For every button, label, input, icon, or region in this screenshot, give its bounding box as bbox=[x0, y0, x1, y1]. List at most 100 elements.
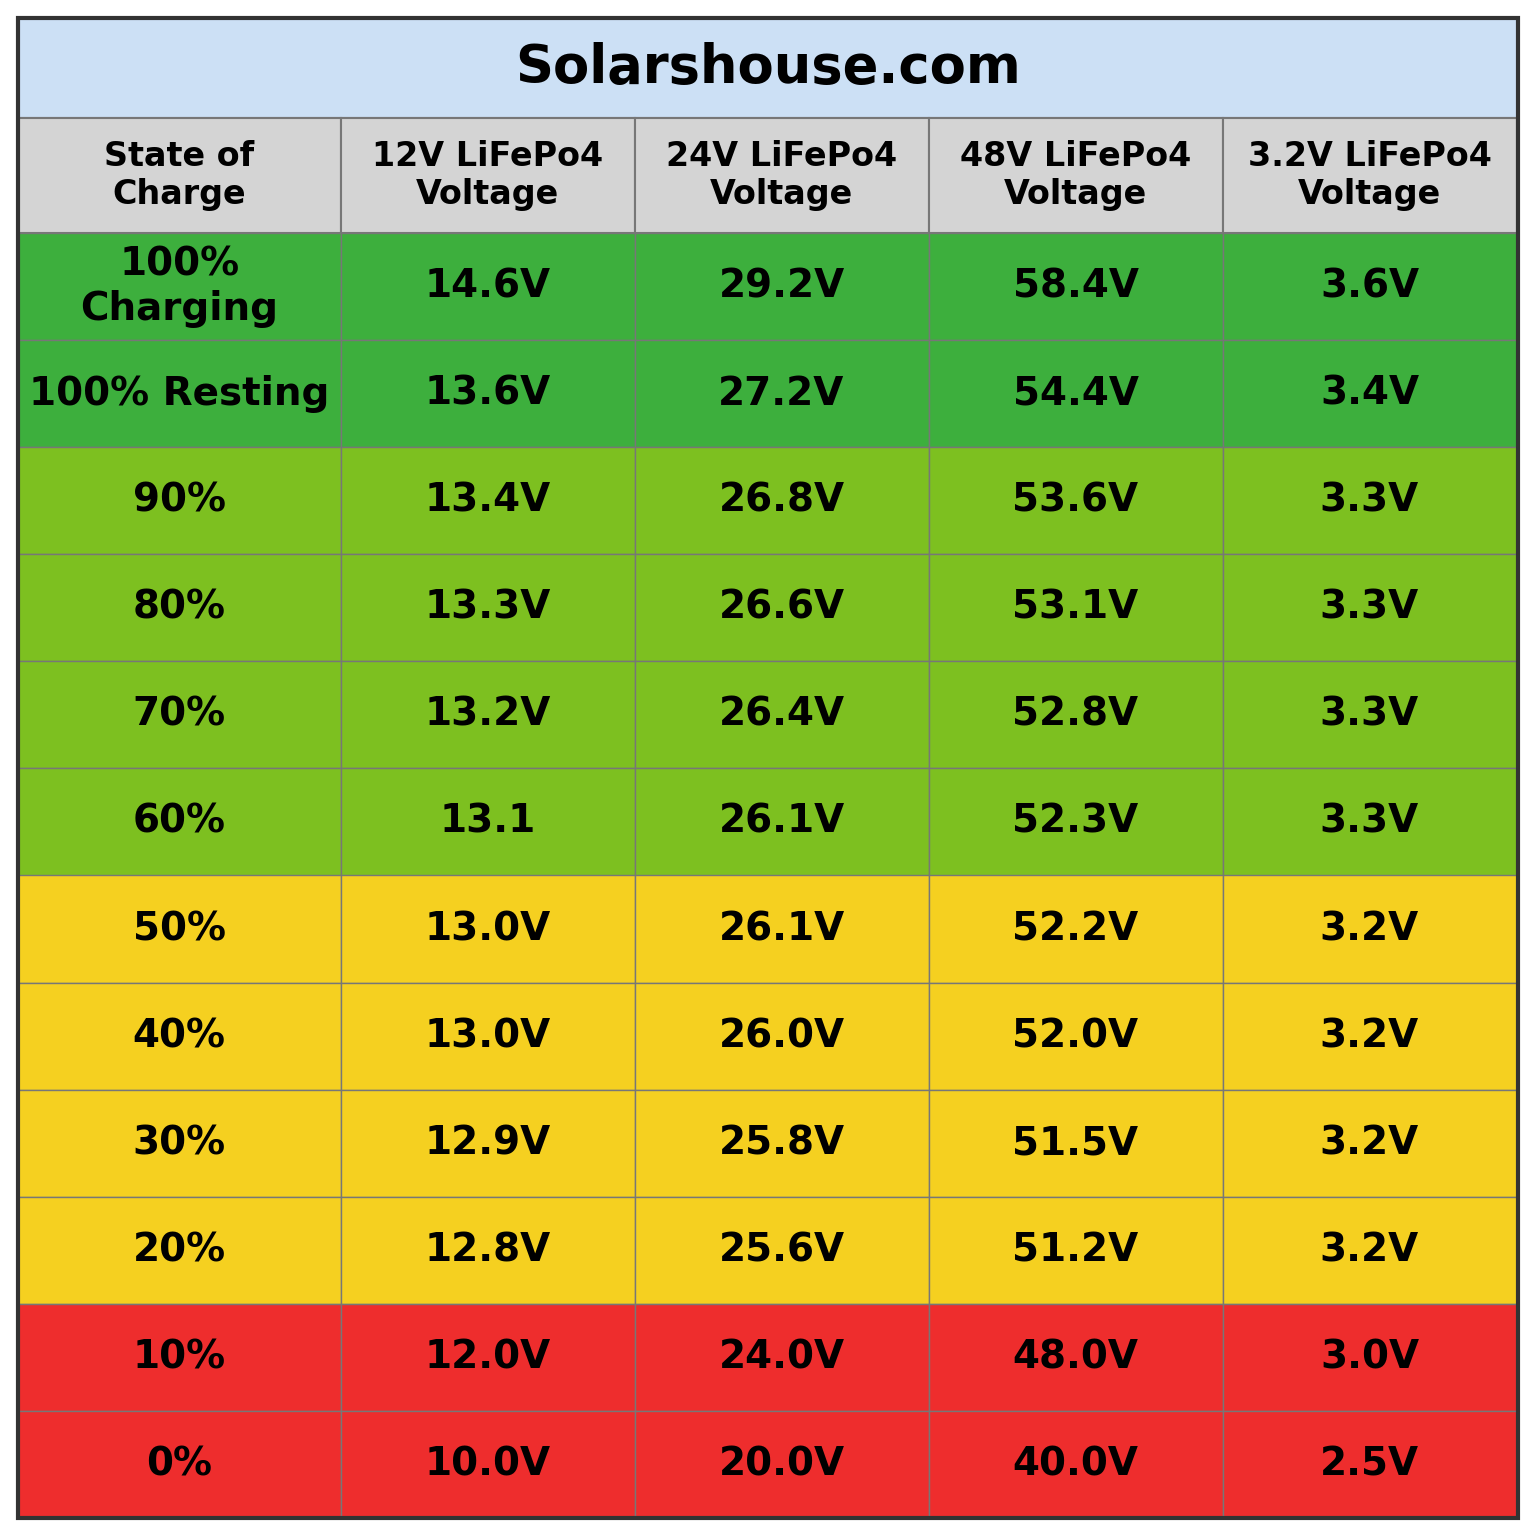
Bar bbox=[341, 1304, 634, 1412]
Bar bbox=[18, 1089, 341, 1197]
Text: 26.6V: 26.6V bbox=[719, 588, 845, 627]
Bar bbox=[634, 1304, 928, 1412]
Text: 30%: 30% bbox=[132, 1124, 226, 1163]
Text: 20%: 20% bbox=[132, 1232, 226, 1269]
Text: 48.0V: 48.0V bbox=[1012, 1338, 1138, 1376]
Bar bbox=[341, 768, 634, 876]
Bar bbox=[634, 876, 928, 983]
Text: 52.0V: 52.0V bbox=[1012, 1017, 1138, 1055]
Bar bbox=[1223, 1197, 1516, 1304]
Bar bbox=[928, 554, 1223, 662]
Text: 26.8V: 26.8V bbox=[719, 482, 845, 519]
Text: 13.4V: 13.4V bbox=[424, 482, 550, 519]
Text: 100%
Charging: 100% Charging bbox=[80, 246, 278, 327]
Text: 13.0V: 13.0V bbox=[424, 1017, 550, 1055]
Text: 53.1V: 53.1V bbox=[1012, 588, 1138, 627]
Text: 13.0V: 13.0V bbox=[424, 909, 550, 948]
Bar bbox=[18, 1197, 341, 1304]
Bar bbox=[18, 339, 341, 447]
Text: 3.3V: 3.3V bbox=[1319, 803, 1419, 840]
Bar bbox=[1223, 662, 1516, 768]
Bar bbox=[1223, 876, 1516, 983]
Text: 26.1V: 26.1V bbox=[719, 803, 845, 840]
Bar bbox=[341, 447, 634, 554]
Bar bbox=[634, 1197, 928, 1304]
Bar bbox=[1223, 1412, 1516, 1518]
Text: 3.3V: 3.3V bbox=[1319, 482, 1419, 519]
Text: 50%: 50% bbox=[132, 909, 226, 948]
Text: 3.6V: 3.6V bbox=[1319, 267, 1419, 306]
Bar bbox=[928, 1412, 1223, 1518]
Text: 40.0V: 40.0V bbox=[1012, 1445, 1138, 1484]
Text: 26.0V: 26.0V bbox=[719, 1017, 845, 1055]
Bar bbox=[634, 768, 928, 876]
Text: 27.2V: 27.2V bbox=[719, 375, 845, 413]
Bar bbox=[341, 233, 634, 339]
Bar bbox=[1223, 983, 1516, 1089]
Bar bbox=[341, 983, 634, 1089]
Bar bbox=[634, 339, 928, 447]
Text: 3.2V LiFePo4
Voltage: 3.2V LiFePo4 Voltage bbox=[1247, 140, 1491, 210]
Text: 13.1: 13.1 bbox=[439, 803, 536, 840]
Bar bbox=[341, 1412, 634, 1518]
Bar bbox=[341, 554, 634, 662]
Bar bbox=[1223, 1304, 1516, 1412]
Text: 3.0V: 3.0V bbox=[1319, 1338, 1419, 1376]
Text: 3.3V: 3.3V bbox=[1319, 696, 1419, 734]
Bar bbox=[634, 1412, 928, 1518]
Bar bbox=[928, 876, 1223, 983]
Bar bbox=[634, 554, 928, 662]
Bar bbox=[341, 1197, 634, 1304]
Text: 52.3V: 52.3V bbox=[1012, 803, 1138, 840]
Text: 12V LiFePo4
Voltage: 12V LiFePo4 Voltage bbox=[372, 140, 604, 210]
Bar bbox=[1223, 118, 1516, 233]
Bar bbox=[18, 768, 341, 876]
Bar bbox=[1223, 768, 1516, 876]
Text: 40%: 40% bbox=[132, 1017, 226, 1055]
Bar bbox=[1223, 1089, 1516, 1197]
Bar bbox=[18, 662, 341, 768]
Bar bbox=[341, 339, 634, 447]
Bar bbox=[634, 983, 928, 1089]
Text: 25.6V: 25.6V bbox=[719, 1232, 845, 1269]
Bar bbox=[18, 554, 341, 662]
Text: 26.1V: 26.1V bbox=[719, 909, 845, 948]
Text: 60%: 60% bbox=[132, 803, 226, 840]
Bar bbox=[928, 662, 1223, 768]
Text: 52.8V: 52.8V bbox=[1012, 696, 1138, 734]
Text: 90%: 90% bbox=[132, 482, 226, 519]
Bar bbox=[928, 339, 1223, 447]
Text: 29.2V: 29.2V bbox=[719, 267, 845, 306]
Text: 51.5V: 51.5V bbox=[1012, 1124, 1138, 1163]
Bar bbox=[928, 233, 1223, 339]
Bar bbox=[341, 1089, 634, 1197]
Text: 13.3V: 13.3V bbox=[424, 588, 551, 627]
Text: 3.2V: 3.2V bbox=[1319, 1124, 1419, 1163]
Bar bbox=[928, 1304, 1223, 1412]
Text: 53.6V: 53.6V bbox=[1012, 482, 1138, 519]
Bar bbox=[634, 447, 928, 554]
Text: 48V LiFePo4
Voltage: 48V LiFePo4 Voltage bbox=[960, 140, 1190, 210]
Text: 2.5V: 2.5V bbox=[1319, 1445, 1419, 1484]
Bar bbox=[1223, 447, 1516, 554]
Text: 52.2V: 52.2V bbox=[1012, 909, 1138, 948]
Text: 20.0V: 20.0V bbox=[719, 1445, 845, 1484]
Text: 25.8V: 25.8V bbox=[719, 1124, 845, 1163]
Text: 12.8V: 12.8V bbox=[424, 1232, 550, 1269]
Bar bbox=[634, 1089, 928, 1197]
Bar bbox=[1223, 554, 1516, 662]
Bar bbox=[18, 1412, 341, 1518]
Text: 58.4V: 58.4V bbox=[1012, 267, 1138, 306]
Bar bbox=[18, 18, 1518, 118]
Text: 10%: 10% bbox=[132, 1338, 226, 1376]
Bar bbox=[1223, 339, 1516, 447]
Text: 3.2V: 3.2V bbox=[1319, 909, 1419, 948]
Text: 24.0V: 24.0V bbox=[719, 1338, 845, 1376]
Text: 3.2V: 3.2V bbox=[1319, 1017, 1419, 1055]
Text: 3.2V: 3.2V bbox=[1319, 1232, 1419, 1269]
Bar bbox=[1223, 233, 1516, 339]
Bar bbox=[634, 118, 928, 233]
Bar bbox=[634, 233, 928, 339]
Text: 14.6V: 14.6V bbox=[424, 267, 550, 306]
Text: 24V LiFePo4
Voltage: 24V LiFePo4 Voltage bbox=[667, 140, 897, 210]
